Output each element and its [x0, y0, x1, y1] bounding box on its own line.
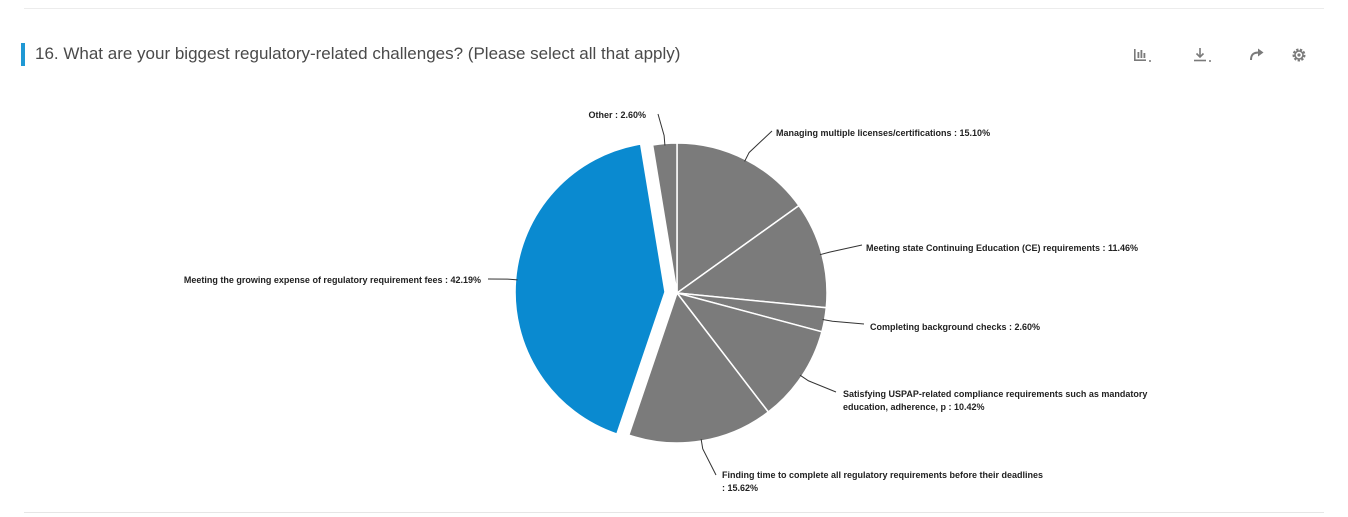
pie-chart-area: Managing multiple licenses/certification… [0, 95, 1348, 510]
share-icon [1250, 48, 1264, 61]
settings-button[interactable] [1287, 43, 1313, 67]
slice-leader-line [657, 113, 666, 146]
pie-slice[interactable] [514, 143, 666, 436]
slice-leader-line [822, 318, 865, 325]
slice-leader-line [487, 278, 518, 281]
slice-label: Completing background checks : 2.60% [870, 322, 1040, 332]
chart-toolbar [1121, 40, 1321, 70]
top-divider [24, 8, 1324, 9]
chart-type-button[interactable] [1129, 43, 1155, 67]
download-icon [1194, 48, 1211, 62]
chart-type-icon [1134, 49, 1151, 62]
card-header: 16. What are your biggest regulatory-rel… [21, 40, 1321, 70]
slice-label: Satisfying USPAP-related compliance requ… [843, 389, 1147, 412]
slice-label: Meeting the growing expense of regulator… [184, 275, 481, 285]
slice-label: Other : 2.60% [588, 110, 646, 120]
slice-leader-line [700, 438, 717, 476]
slice-leader-line [799, 374, 837, 393]
question-title: 16. What are your biggest regulatory-rel… [35, 44, 681, 63]
share-button[interactable] [1245, 43, 1271, 67]
slice-label: Managing multiple licenses/certification… [776, 128, 990, 138]
slice-leader-line [744, 130, 773, 162]
title-accent-bar [21, 43, 25, 66]
download-button[interactable] [1189, 43, 1215, 67]
settings-icon [1292, 48, 1306, 62]
slice-leader-line [819, 244, 863, 256]
slice-label: Finding time to complete all regulatory … [722, 470, 1043, 493]
pie-chart: Managing multiple licenses/certification… [184, 110, 1148, 493]
slice-label: Meeting state Continuing Education (CE) … [866, 243, 1138, 253]
bottom-divider [24, 512, 1324, 513]
